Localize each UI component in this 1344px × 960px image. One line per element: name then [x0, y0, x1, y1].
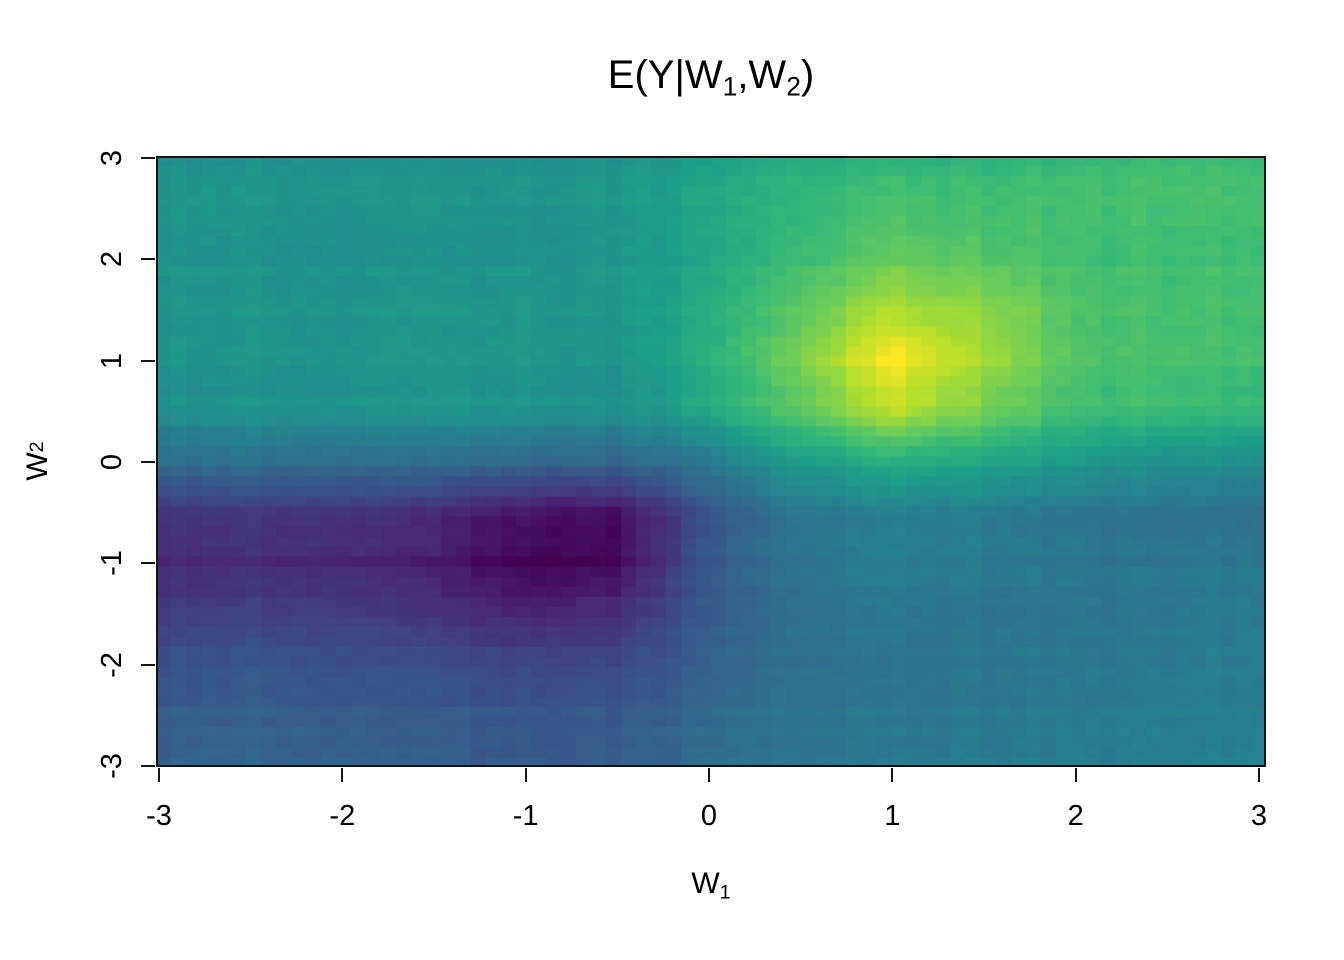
x-tick-label: -2: [329, 800, 356, 832]
title-subscript-1: 1: [722, 71, 738, 102]
x-tick-mark: [158, 768, 160, 782]
x-tick-mark: [1257, 768, 1260, 782]
title-text: E(Y|W: [607, 53, 723, 97]
y-tick-label: 3: [95, 149, 128, 167]
y-tick-mark: [141, 359, 155, 362]
x-tick-mark: [524, 768, 527, 782]
y-tick-label: -3: [95, 753, 128, 779]
y-tick-label: 1: [95, 352, 128, 369]
x-tick-label: 1: [884, 800, 901, 832]
x-tick-label: -1: [512, 800, 539, 832]
y-tick-label: 0: [95, 453, 128, 471]
y-tick-mark: [141, 157, 155, 159]
title-subscript-2: 2: [786, 71, 801, 102]
x-axis-label-subscript: 1: [719, 881, 731, 904]
x-tick-label: 2: [1067, 800, 1084, 832]
title-text-mid: ,W: [737, 53, 787, 97]
x-axis-label: W1: [691, 867, 731, 904]
title-text-end: ): [800, 53, 815, 97]
y-tick-mark: [141, 562, 155, 565]
y-tick-label: 2: [95, 251, 128, 268]
x-tick-mark: [1074, 768, 1077, 782]
x-tick-label: -3: [146, 800, 172, 832]
heatmap-canvas: [156, 156, 1266, 767]
y-tick-label: -1: [95, 550, 128, 577]
x-tick-label: 3: [1250, 800, 1268, 832]
y-tick-label: -2: [95, 651, 128, 678]
x-tick-mark: [341, 768, 344, 782]
chart-title: E(Y|W1,W2): [156, 55, 1266, 100]
y-axis-label-subscript: 2: [26, 441, 49, 453]
y-tick-mark: [141, 460, 155, 463]
x-tick-label: 0: [700, 800, 718, 832]
y-tick-mark: [141, 663, 155, 666]
x-tick-mark: [891, 768, 894, 782]
x-tick-mark: [707, 768, 710, 782]
y-tick-mark: [141, 764, 155, 767]
y-tick-mark: [141, 258, 155, 261]
